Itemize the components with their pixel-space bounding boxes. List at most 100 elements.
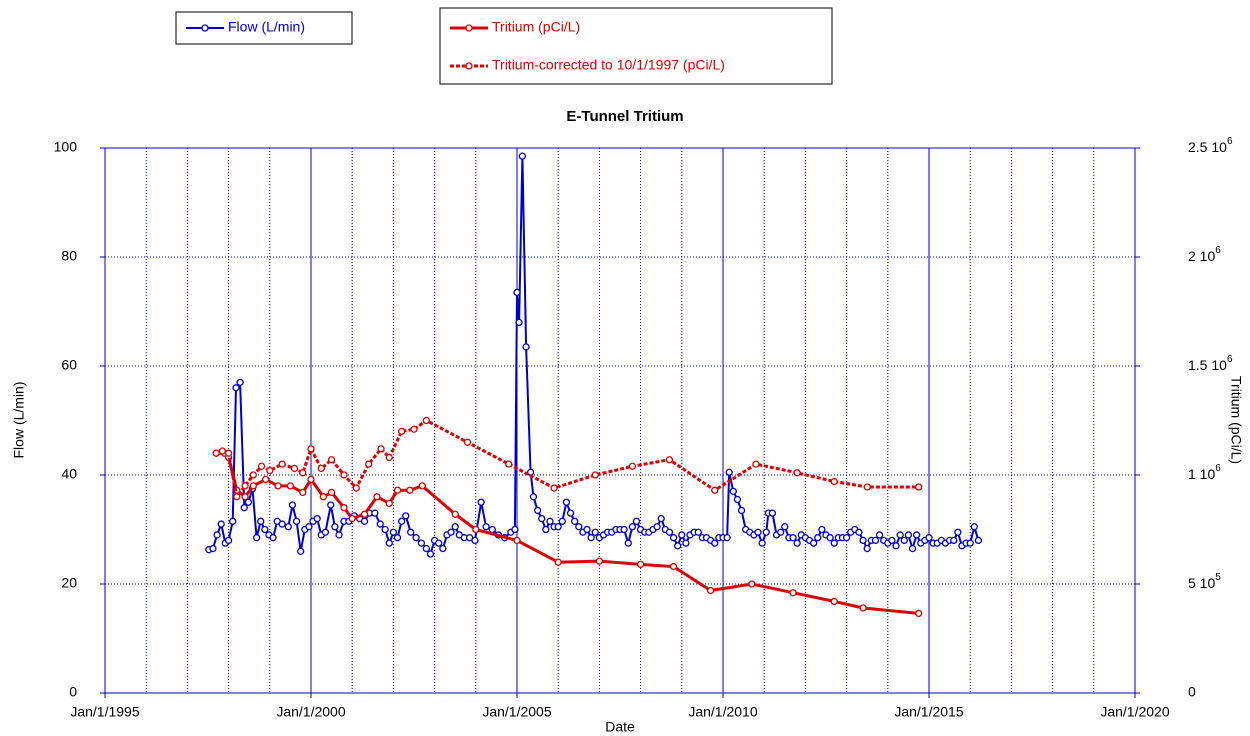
series-line [216,451,919,615]
data-point [331,523,339,531]
data-point [966,539,974,547]
data-point [373,493,381,501]
data-point [711,486,719,494]
y2-tick-label: 2.5 106 [1188,136,1233,155]
data-point [371,509,379,517]
data-point [826,534,834,542]
data-point [533,506,542,515]
data-point [529,493,538,501]
data-point [587,534,595,542]
data-point [212,449,220,457]
data-point [842,534,851,542]
data-point [908,544,917,553]
data-point [257,462,266,470]
data-point [261,525,269,534]
data-point [284,523,292,531]
data-point [266,466,274,475]
data-point [249,471,257,479]
data-point [397,517,406,525]
data-point [232,384,240,392]
data-point [426,550,435,558]
data-point [410,425,418,433]
x-tick-label: Jan/1/1995 [70,704,139,720]
data-point [863,544,871,553]
y-tick-label: 80 [61,248,77,264]
data-point [313,514,321,523]
data-point [566,509,575,517]
y2-axis-title: Tritium (pCi/L) [1228,376,1244,464]
data-point [241,493,249,501]
y2-tick-label: 0 [1188,684,1196,700]
data-point [571,517,579,525]
x-tick-label: Jan/1/2010 [688,704,757,720]
data-point [522,343,530,351]
data-point [463,438,472,446]
data-point [752,460,760,468]
data-point [236,378,244,387]
data-point [209,544,217,553]
data-point [669,534,678,542]
data-point [653,523,661,531]
data-point [628,523,637,531]
data-point [665,456,674,464]
chart-title: E-Tunnel Tritium [566,108,683,125]
data-point [406,486,414,494]
y-tick-label: 0 [69,684,77,700]
data-point [412,534,420,542]
data-point [859,604,867,612]
data-point [321,528,330,536]
data-point [305,523,313,531]
data-point [360,510,369,518]
data-point [477,498,485,506]
data-point [376,520,384,528]
data-point [422,544,431,553]
x-tick-label: Jan/1/2015 [894,704,963,720]
data-point [737,506,746,515]
y-tick-label: 60 [61,357,77,373]
data-point [249,482,257,490]
data-point [723,534,731,542]
data-point [554,558,562,566]
data-point [624,539,632,547]
plot-frame [104,147,1136,694]
data-point [974,536,983,545]
data-point [758,539,766,547]
data-point [950,536,958,545]
data-point [307,445,315,453]
data-point [213,531,221,539]
series-line [215,419,919,499]
legend-marker [465,24,473,32]
y2-tick-label: 5 105 [1188,572,1221,591]
data-point [669,562,678,571]
data-point [678,531,686,539]
data-point [319,493,328,501]
data-point [546,517,554,525]
data-point [875,531,884,539]
y2-tick-label: 1.5 106 [1188,354,1233,373]
data-point [830,539,838,547]
data-point [299,488,307,497]
data-point [224,536,233,545]
data-point [402,512,410,520]
data-point [729,487,737,496]
data-point [340,504,348,512]
data-point [385,539,393,547]
data-point [636,560,645,569]
data-point [550,484,558,492]
data-point [768,509,777,517]
data-point [793,469,801,477]
data-point [365,460,373,468]
data-point [439,544,447,553]
data-point [360,517,369,525]
y-axis-title: Flow (L/min) [11,381,27,458]
data-point [591,471,599,479]
data-point [381,525,389,534]
data-point [818,525,826,534]
data-point [269,534,277,542]
data-point [472,525,480,534]
data-point [830,597,838,606]
data-point [915,483,923,491]
data-point [278,460,286,468]
legend-marker [465,62,473,70]
data-point [218,447,227,455]
